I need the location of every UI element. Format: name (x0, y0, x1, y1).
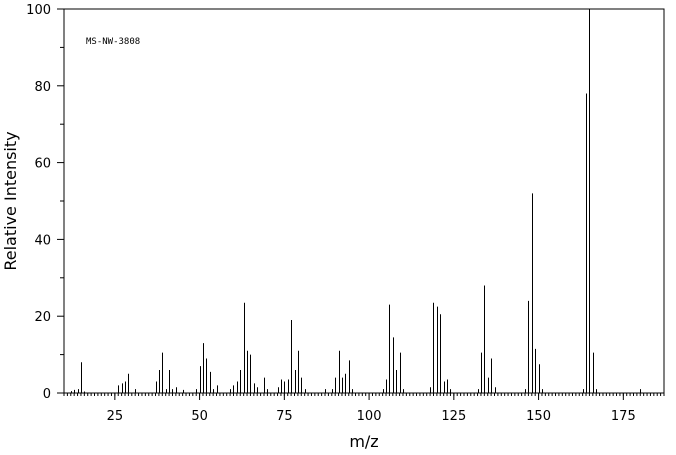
x-axis-label: m/z (349, 432, 378, 451)
plot-frame (63, 8, 665, 394)
x-tick-label: 100 (357, 409, 382, 424)
y-tick-label: 0 (43, 387, 51, 402)
spectrum-annotation: MS-NW-3808 (86, 37, 140, 47)
x-tick-label: 175 (611, 409, 636, 424)
tick-labels: 25 50 75 100 125 150 175 0 20 40 60 80 100 (26, 3, 636, 424)
y-axis-label: Relative Intensity (1, 131, 20, 270)
x-tick-label: 125 (441, 409, 466, 424)
x-tick-label: 50 (191, 409, 208, 424)
x-tick-label: 25 (107, 409, 124, 424)
y-tick-label: 80 (34, 80, 51, 95)
tick-marks (57, 8, 624, 400)
y-tick-label: 60 (34, 157, 51, 172)
x-tick-label: 150 (526, 409, 551, 424)
peak-lines (71, 9, 641, 393)
x-tick-label: 75 (276, 409, 293, 424)
y-tick-label: 40 (34, 233, 51, 248)
y-tick-label: 20 (34, 310, 51, 325)
y-tick-label: 100 (26, 3, 51, 18)
